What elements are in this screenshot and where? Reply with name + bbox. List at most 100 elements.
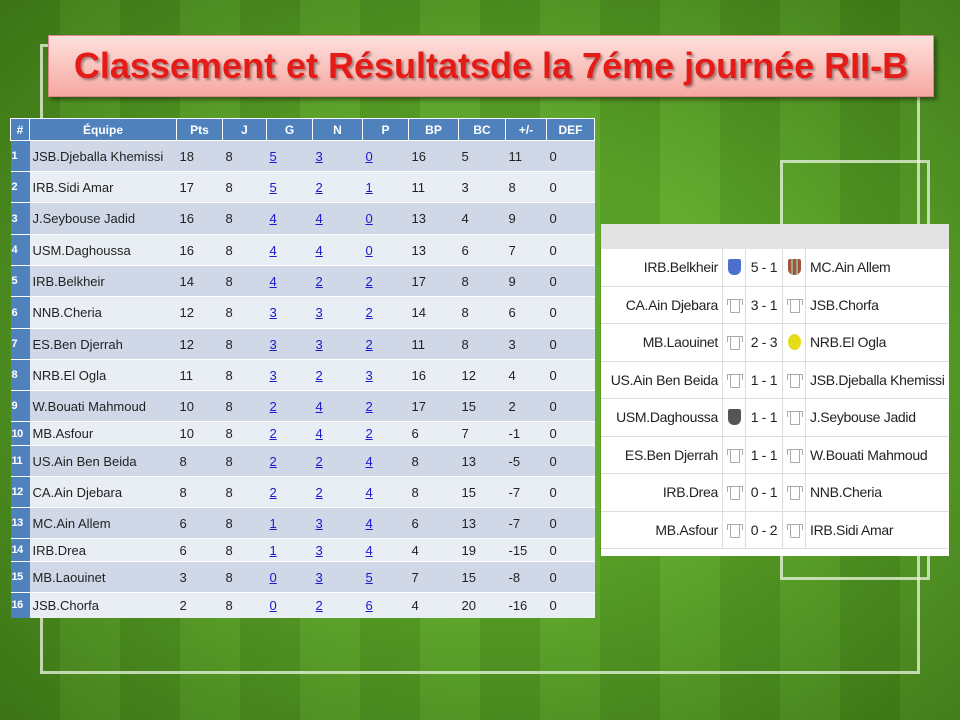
goals-against-cell: 13 xyxy=(458,445,506,477)
draws-cell: 2 xyxy=(312,265,363,297)
team-name-cell: NNB.Cheria xyxy=(29,296,177,329)
draws-cell: 4 xyxy=(312,421,363,446)
table-row: 7 ES.Ben Djerrah 12 8 3 3 2 11 8 3 0 xyxy=(10,328,595,360)
goals-against-cell: 6 xyxy=(458,234,506,266)
goals-for-cell: 13 xyxy=(408,202,459,235)
stat-link[interactable]: 4 xyxy=(365,484,373,500)
stat-link[interactable]: 3 xyxy=(315,569,323,585)
stat-link[interactable]: 2 xyxy=(365,336,373,352)
played-cell: 8 xyxy=(222,296,267,329)
stat-link[interactable]: 0 xyxy=(269,597,277,613)
stat-link[interactable]: 2 xyxy=(365,398,373,414)
stat-link[interactable]: 2 xyxy=(315,453,323,469)
stat-link[interactable]: 3 xyxy=(315,148,323,164)
stat-link[interactable]: 5 xyxy=(269,179,277,195)
column-header: BP xyxy=(408,118,459,141)
points-cell: 6 xyxy=(176,538,223,562)
stat-link[interactable]: 3 xyxy=(315,542,323,558)
stat-link[interactable]: 4 xyxy=(269,211,277,226)
stat-link[interactable]: 4 xyxy=(269,242,277,258)
stat-link[interactable]: 3 xyxy=(269,305,277,320)
goals-against-cell: 15 xyxy=(458,561,506,593)
rank-cell: 5 xyxy=(10,265,30,297)
goal-diff-cell: -1 xyxy=(505,421,547,446)
losses-cell: 4 xyxy=(362,476,409,508)
stat-link[interactable]: 3 xyxy=(315,515,323,531)
stat-link[interactable]: 2 xyxy=(315,273,323,289)
played-cell: 8 xyxy=(222,507,267,539)
match-score: 1 - 1 xyxy=(745,399,783,436)
stat-link[interactable]: 3 xyxy=(269,367,277,383)
stat-link[interactable]: 3 xyxy=(269,336,277,352)
team-name-cell: IRB.Belkheir xyxy=(29,265,177,297)
played-cell: 8 xyxy=(222,476,267,508)
stat-link[interactable]: 2 xyxy=(365,426,373,441)
stat-link[interactable]: 5 xyxy=(365,569,373,585)
def-cell: 0 xyxy=(546,234,595,266)
home-team: IRB.Belkheir xyxy=(601,249,723,286)
stat-link[interactable]: 2 xyxy=(269,426,277,441)
draws-cell: 2 xyxy=(312,171,363,203)
stat-link[interactable]: 2 xyxy=(269,398,277,414)
goals-for-cell: 16 xyxy=(408,359,459,391)
points-cell: 16 xyxy=(176,202,223,235)
shirt-icon xyxy=(783,437,805,474)
stat-link[interactable]: 2 xyxy=(269,484,277,500)
draws-cell: 3 xyxy=(312,507,363,539)
losses-cell: 5 xyxy=(362,561,409,593)
stat-link[interactable]: 2 xyxy=(269,453,277,469)
stat-link[interactable]: 4 xyxy=(315,211,323,226)
column-header: J xyxy=(222,118,267,141)
goals-for-cell: 8 xyxy=(408,476,459,508)
draws-cell: 2 xyxy=(312,476,363,508)
rank-cell: 13 xyxy=(10,507,30,539)
def-cell: 0 xyxy=(546,328,595,360)
stat-link[interactable]: 2 xyxy=(315,597,323,613)
played-cell: 8 xyxy=(222,592,267,618)
rank-cell: 10 xyxy=(10,421,30,446)
stat-link[interactable]: 3 xyxy=(315,305,323,320)
stat-link[interactable]: 3 xyxy=(365,367,373,383)
points-cell: 11 xyxy=(176,359,223,391)
stat-link[interactable]: 2 xyxy=(365,305,373,320)
def-cell: 0 xyxy=(546,265,595,297)
played-cell: 8 xyxy=(222,234,267,266)
stat-link[interactable]: 2 xyxy=(315,179,323,195)
stat-link[interactable]: 0 xyxy=(365,148,373,164)
stat-link[interactable]: 4 xyxy=(365,542,373,558)
table-row: 15 MB.Laouinet 3 8 0 3 5 7 15 -8 0 xyxy=(10,561,595,593)
played-cell: 8 xyxy=(222,445,267,477)
goal-diff-cell: 8 xyxy=(505,171,547,203)
stat-link[interactable]: 2 xyxy=(315,484,323,500)
stat-link[interactable]: 4 xyxy=(365,453,373,469)
stat-link[interactable]: 4 xyxy=(365,515,373,531)
stat-link[interactable]: 4 xyxy=(269,273,277,289)
stat-link[interactable]: 0 xyxy=(269,569,277,585)
stat-link[interactable]: 6 xyxy=(365,597,373,613)
stat-link[interactable]: 0 xyxy=(365,242,373,258)
stat-link[interactable]: 1 xyxy=(365,179,373,195)
stat-link[interactable]: 5 xyxy=(269,148,277,164)
goals-against-cell: 8 xyxy=(458,296,506,329)
rank-cell: 1 xyxy=(10,140,30,172)
goal-diff-cell: -7 xyxy=(505,476,547,508)
stat-link[interactable]: 2 xyxy=(315,367,323,383)
stat-link[interactable]: 4 xyxy=(315,426,323,441)
stat-link[interactable]: 3 xyxy=(315,336,323,352)
stat-link[interactable]: 4 xyxy=(315,398,323,414)
match-score: 0 - 1 xyxy=(745,474,783,511)
column-header: BC xyxy=(458,118,506,141)
stat-link[interactable]: 2 xyxy=(365,273,373,289)
stat-link[interactable]: 1 xyxy=(269,542,277,558)
stat-link[interactable]: 0 xyxy=(365,211,373,226)
losses-cell: 4 xyxy=(362,538,409,562)
played-cell: 8 xyxy=(222,421,267,446)
team-name-cell: MB.Laouinet xyxy=(29,561,177,593)
stat-link[interactable]: 1 xyxy=(269,515,277,531)
column-header: N xyxy=(312,118,363,141)
points-cell: 8 xyxy=(176,476,223,508)
shirt-icon xyxy=(723,362,745,399)
draws-cell: 4 xyxy=(312,234,363,266)
stat-link[interactable]: 4 xyxy=(315,242,323,258)
match-row: MB.Laouinet 2 - 3 NRB.El Ogla xyxy=(601,324,949,362)
